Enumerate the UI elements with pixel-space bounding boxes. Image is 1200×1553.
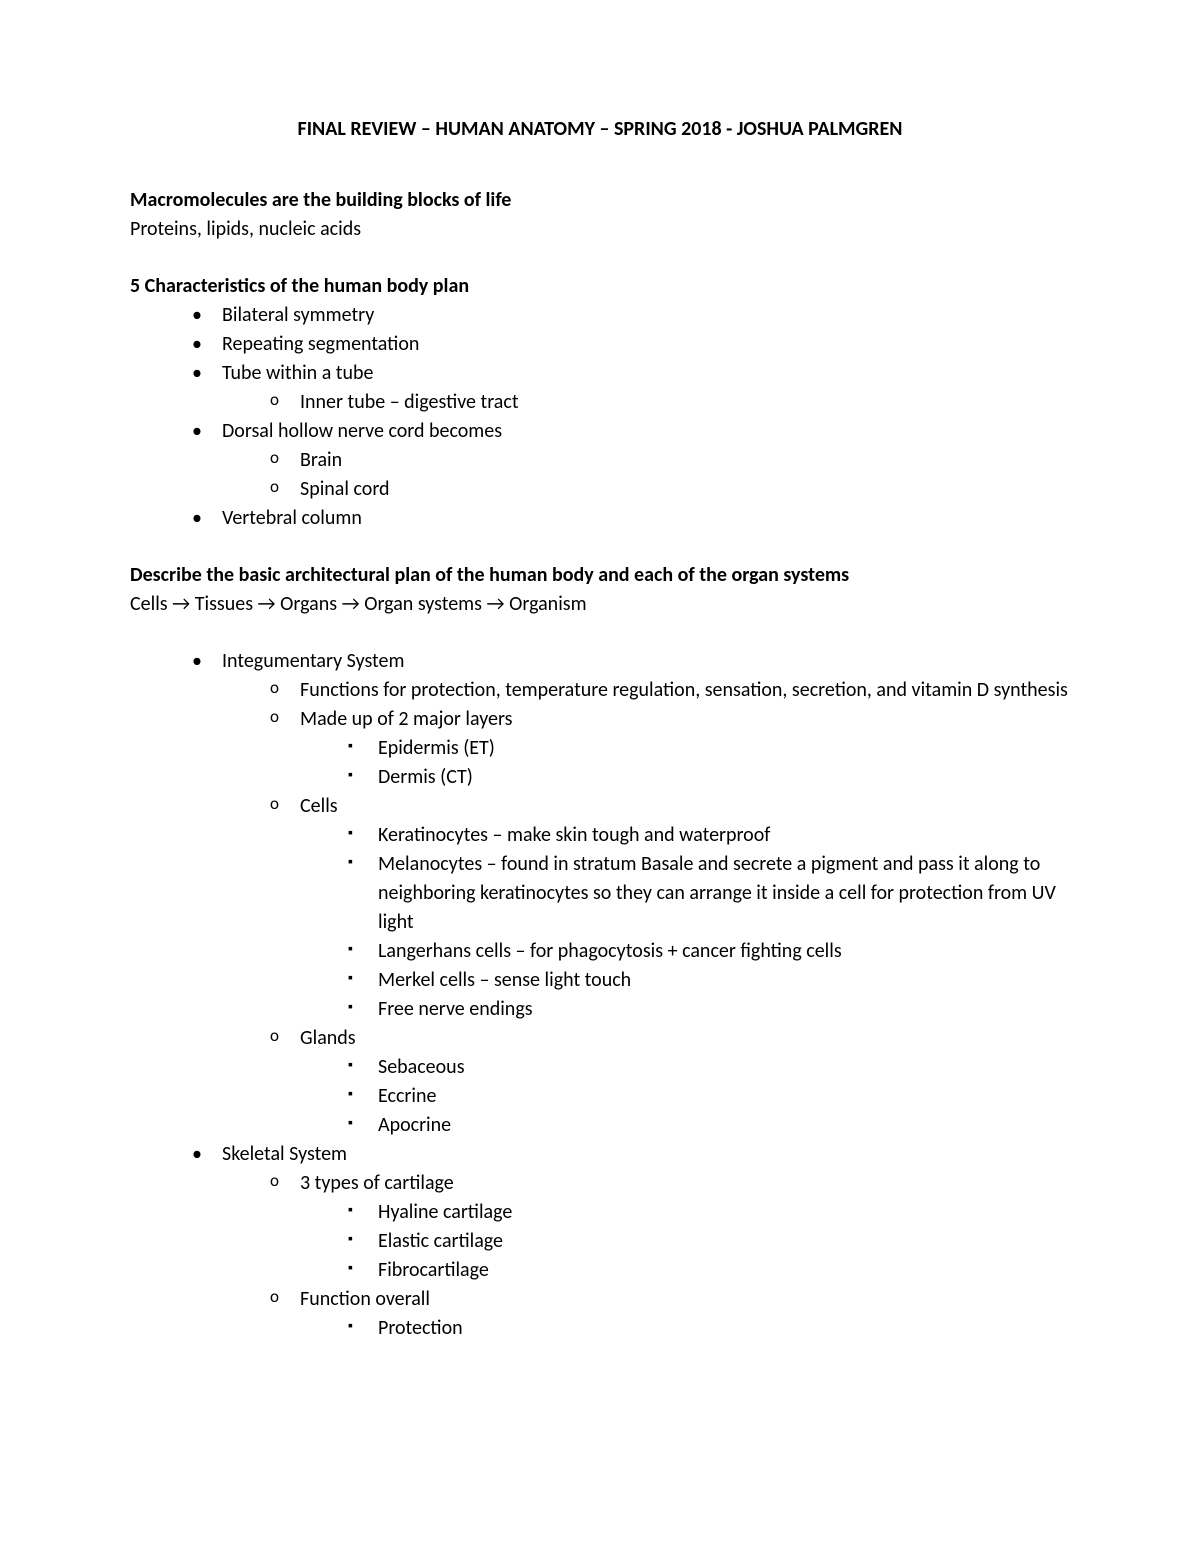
list-characteristics: Bilateral symmetry Repeating segmentatio… bbox=[130, 301, 1070, 533]
list-item: Glands Sebaceous Eccrine Apocrine bbox=[270, 1024, 1070, 1140]
item-text: Glands bbox=[300, 1026, 356, 1050]
list-item: Dermis (CT) bbox=[348, 763, 1070, 792]
item-text: Langerhans cells – for phagocytosis + ca… bbox=[378, 939, 842, 963]
list-item: Inner tube – digestive tract bbox=[270, 388, 1070, 417]
item-text: Spinal cord bbox=[300, 477, 390, 501]
list-item: Eccrine bbox=[348, 1082, 1070, 1111]
list-item: Bilateral symmetry bbox=[192, 301, 1070, 330]
sublist: Inner tube – digestive tract bbox=[222, 388, 1070, 417]
item-text: Eccrine bbox=[378, 1084, 436, 1108]
list-item: Vertebral column bbox=[192, 504, 1070, 533]
list-item: Fibrocartilage bbox=[348, 1256, 1070, 1285]
sublist: Epidermis (ET) Dermis (CT) bbox=[300, 734, 1070, 792]
item-text: Inner tube – digestive tract bbox=[300, 390, 519, 414]
item-text: Keratinocytes – make skin tough and wate… bbox=[378, 823, 770, 847]
sublist: Sebaceous Eccrine Apocrine bbox=[300, 1053, 1070, 1140]
list-item: Brain bbox=[270, 446, 1070, 475]
item-text: Functions for protection, temperature re… bbox=[300, 678, 1068, 702]
item-text: Elastic cartilage bbox=[378, 1229, 503, 1253]
item-text: Made up of 2 major layers bbox=[300, 707, 512, 731]
item-text: Epidermis (ET) bbox=[378, 736, 495, 760]
list-item: Apocrine bbox=[348, 1111, 1070, 1140]
item-text: Fibrocartilage bbox=[378, 1258, 489, 1282]
item-text: Brain bbox=[300, 448, 342, 472]
list-item: Elastic cartilage bbox=[348, 1227, 1070, 1256]
list-item: Free nerve endings bbox=[348, 995, 1070, 1024]
item-text: Vertebral column bbox=[222, 506, 362, 530]
section-characteristics: 5 Characteristics of the human body plan… bbox=[130, 272, 1070, 533]
list-item: Protection bbox=[348, 1314, 1070, 1343]
item-text: Function overall bbox=[300, 1287, 430, 1311]
heading-architecture: Describe the basic architectural plan of… bbox=[130, 561, 1070, 590]
list-item: Functions for protection, temperature re… bbox=[270, 676, 1070, 705]
list-item: Repeating segmentation bbox=[192, 330, 1070, 359]
sublist: 3 types of cartilage Hyaline cartilage E… bbox=[222, 1169, 1070, 1343]
list-item: Hyaline cartilage bbox=[348, 1198, 1070, 1227]
heading-characteristics: 5 Characteristics of the human body plan bbox=[130, 272, 1070, 301]
item-text: Sebaceous bbox=[378, 1055, 465, 1079]
sublist: Brain Spinal cord bbox=[222, 446, 1070, 504]
item-text: Integumentary System bbox=[222, 649, 404, 673]
list-item: Melanocytes – found in stratum Basale an… bbox=[348, 850, 1070, 937]
list-item: 3 types of cartilage Hyaline cartilage E… bbox=[270, 1169, 1070, 1285]
item-text: Cells bbox=[300, 794, 338, 818]
item-text: Apocrine bbox=[378, 1113, 451, 1137]
item-text: Free nerve endings bbox=[378, 997, 533, 1021]
heading-macromolecules: Macromolecules are the building blocks o… bbox=[130, 186, 1070, 215]
item-text: Melanocytes – found in stratum Basale an… bbox=[378, 852, 1056, 934]
list-item: Tube within a tube Inner tube – digestiv… bbox=[192, 359, 1070, 417]
list-item: Keratinocytes – make skin tough and wate… bbox=[348, 821, 1070, 850]
item-text: Merkel cells – sense light touch bbox=[378, 968, 631, 992]
item-text: Protection bbox=[378, 1316, 463, 1340]
list-item-skeletal: Skeletal System 3 types of cartilage Hya… bbox=[192, 1140, 1070, 1343]
item-text: Hyaline cartilage bbox=[378, 1200, 512, 1224]
text-macromolecules: Proteins, lipids, nucleic acids bbox=[130, 215, 1070, 244]
item-text: 3 types of cartilage bbox=[300, 1171, 454, 1195]
section-systems: Integumentary System Functions for prote… bbox=[130, 647, 1070, 1343]
list-item: Epidermis (ET) bbox=[348, 734, 1070, 763]
item-text: Dorsal hollow nerve cord becomes bbox=[222, 419, 502, 443]
item-text: Repeating segmentation bbox=[222, 332, 419, 356]
sublist: Protection bbox=[300, 1314, 1070, 1343]
list-item: Made up of 2 major layers Epidermis (ET)… bbox=[270, 705, 1070, 792]
list-item: Merkel cells – sense light touch bbox=[348, 966, 1070, 995]
item-text: Bilateral symmetry bbox=[222, 303, 374, 327]
text-flow: Cells → Tissues → Organs → Organ systems… bbox=[130, 590, 1070, 619]
list-item: Langerhans cells – for phagocytosis + ca… bbox=[348, 937, 1070, 966]
sublist: Keratinocytes – make skin tough and wate… bbox=[300, 821, 1070, 1024]
list-systems: Integumentary System Functions for prote… bbox=[130, 647, 1070, 1343]
item-text: Dermis (CT) bbox=[378, 765, 473, 789]
list-item: Dorsal hollow nerve cord becomes Brain S… bbox=[192, 417, 1070, 504]
list-item: Spinal cord bbox=[270, 475, 1070, 504]
section-architecture: Describe the basic architectural plan of… bbox=[130, 561, 1070, 619]
sublist: Hyaline cartilage Elastic cartilage Fibr… bbox=[300, 1198, 1070, 1285]
item-text: Tube within a tube bbox=[222, 361, 373, 385]
list-item-integumentary: Integumentary System Functions for prote… bbox=[192, 647, 1070, 1140]
list-item: Sebaceous bbox=[348, 1053, 1070, 1082]
section-macromolecules: Macromolecules are the building blocks o… bbox=[130, 186, 1070, 244]
item-text: Skeletal System bbox=[222, 1142, 347, 1166]
list-item: Cells Keratinocytes – make skin tough an… bbox=[270, 792, 1070, 1024]
document-title: FINAL REVIEW – HUMAN ANATOMY – SPRING 20… bbox=[130, 115, 1070, 144]
sublist: Functions for protection, temperature re… bbox=[222, 676, 1070, 1140]
list-item: Function overall Protection bbox=[270, 1285, 1070, 1343]
